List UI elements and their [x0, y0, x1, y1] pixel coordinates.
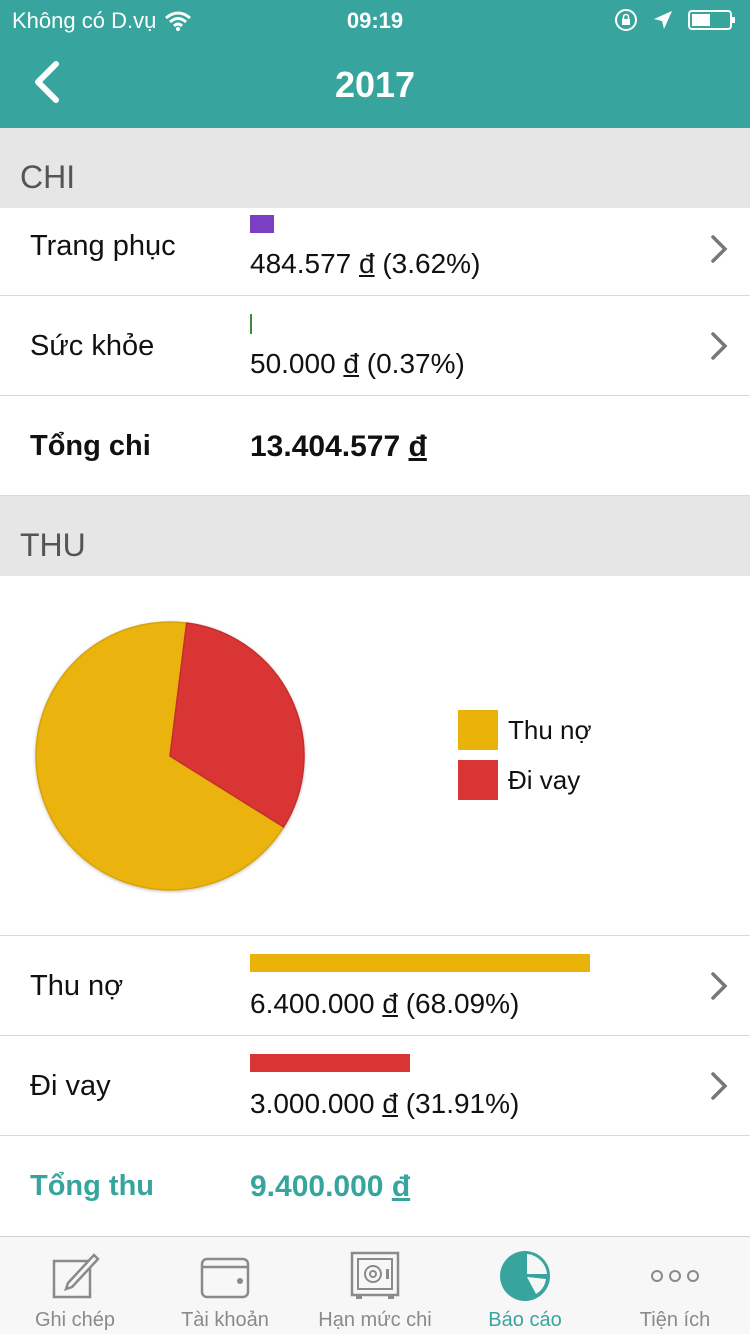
legend-item-thu-no: Thu nợ: [458, 710, 592, 750]
safe-icon: [350, 1251, 400, 1299]
chevron-right-icon: [711, 332, 728, 360]
amount: 13.404.577: [250, 430, 401, 463]
wifi-icon: [165, 11, 192, 31]
category-label: Sức khỏe: [30, 330, 155, 362]
page-title: 2017: [334, 64, 416, 105]
wallet-icon: [200, 1257, 250, 1299]
battery-icon: [688, 10, 735, 30]
amount: 50.000: [250, 348, 336, 379]
amount: 9.400.000: [250, 1170, 384, 1203]
tab-han-muc-chi[interactable]: Hạn mức chi: [300, 1237, 450, 1334]
pie-chart-svg: [35, 621, 305, 891]
legend-swatch: [458, 710, 498, 750]
category-row-suc-khoe[interactable]: Sức khỏe 50.000 đ (0.37%): [0, 296, 750, 396]
total-label: Tổng thu: [30, 1170, 155, 1202]
total-chi-row: Tổng chi 13.404.577 đ: [0, 396, 750, 496]
category-value: 50.000 đ (0.37%): [250, 348, 465, 380]
carrier-info: Không có D.vụ: [12, 8, 192, 34]
legend-label: Thu nợ: [508, 714, 592, 745]
section-header-thu: THU: [0, 496, 750, 576]
category-label: Đi vay: [30, 1070, 111, 1102]
currency-symbol: đ: [408, 430, 427, 463]
category-label: Trang phục: [30, 230, 176, 262]
chevron-right-icon: [711, 1072, 728, 1100]
tab-label: Hạn mức chi: [318, 1309, 432, 1331]
tab-bar: Ghi chép Tài khoản Hạn mức chi Báo cáo: [0, 1236, 750, 1334]
location-icon: [654, 11, 672, 29]
currency-symbol: đ: [391, 1170, 411, 1203]
pie-slice-thu-no: [35, 621, 285, 891]
category-row-trang-phuc[interactable]: Trang phục 484.577 đ (3.62%): [0, 208, 750, 296]
income-pie-chart: Thu nợ Đi vay: [0, 576, 750, 936]
status-bar: Không có D.vụ 09:19: [0, 0, 750, 40]
category-bar: [250, 954, 591, 972]
category-label: Thu nợ: [30, 970, 124, 1002]
legend-swatch: [458, 760, 498, 800]
tab-tai-khoan[interactable]: Tài khoản: [150, 1237, 300, 1334]
category-bar: [250, 314, 252, 334]
status-time: 09:19: [346, 8, 404, 33]
total-label: Tổng chi: [30, 430, 151, 462]
section-header-chi: CHI: [0, 128, 750, 208]
category-bar: [250, 215, 274, 233]
pie-slice-di-vay: [169, 622, 305, 829]
pie-chart-icon: [500, 1251, 550, 1301]
legend-item-di-vay: Đi vay: [458, 760, 580, 800]
tab-label: Tiện ích: [639, 1309, 711, 1331]
tab-tien-ich[interactable]: Tiện ích: [600, 1237, 750, 1334]
tab-label: Tài khoản: [181, 1309, 269, 1331]
tab-label: Báo cáo: [488, 1309, 562, 1331]
currency-symbol: đ: [359, 248, 375, 279]
currency-symbol: đ: [382, 1088, 398, 1119]
category-value: 484.577 đ (3.62%): [250, 248, 480, 280]
amount: 6.400.000: [250, 988, 375, 1019]
category-bar: [250, 1054, 410, 1072]
tab-ghi-chep[interactable]: Ghi chép: [0, 1237, 150, 1334]
category-value: 6.400.000 đ (68.09%): [250, 988, 519, 1020]
amount: 484.577: [250, 248, 352, 279]
total-value: 9.400.000 đ: [250, 1170, 410, 1204]
percent: (0.37%): [366, 348, 465, 379]
legend-label: Đi vay: [508, 764, 581, 795]
tab-label: Ghi chép: [34, 1309, 116, 1331]
total-value: 13.404.577 đ: [250, 430, 427, 464]
percent: (31.91%): [405, 1088, 520, 1119]
nav-bar: 2017: [0, 40, 750, 128]
pencil-note-icon: [52, 1253, 100, 1299]
amount: 3.000.000: [250, 1088, 375, 1119]
currency-symbol: đ: [382, 988, 398, 1019]
category-value: 3.000.000 đ (31.91%): [250, 1088, 519, 1120]
category-row-thu-no[interactable]: Thu nợ 6.400.000 đ (68.09%): [0, 936, 750, 1036]
back-arrow-icon[interactable]: [26, 58, 76, 108]
status-right: [614, 8, 738, 32]
category-row-di-vay[interactable]: Đi vay 3.000.000 đ (31.91%): [0, 1036, 750, 1136]
more-dots-icon: [651, 1270, 699, 1282]
percent: (3.62%): [382, 248, 481, 279]
tab-bao-cao[interactable]: Báo cáo: [450, 1237, 600, 1334]
total-thu-row: Tổng thu 9.400.000 đ: [0, 1136, 750, 1236]
chevron-right-icon: [711, 235, 728, 263]
rotation-lock-icon: [615, 9, 637, 31]
percent: (68.09%): [405, 988, 520, 1019]
chevron-right-icon: [711, 972, 728, 1000]
carrier-label: Không có D.vụ: [12, 8, 157, 33]
currency-symbol: đ: [343, 348, 359, 379]
